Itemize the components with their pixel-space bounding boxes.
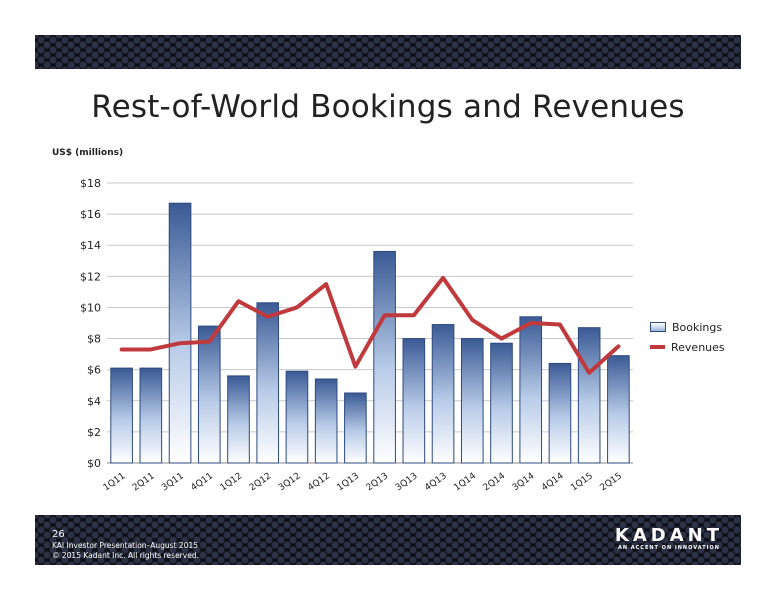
revenues-line — [119, 275, 621, 375]
chart-legend: Bookings Revenues — [650, 317, 725, 357]
bookings-bar — [197, 325, 221, 464]
x-tick-label: 2Q11 — [131, 471, 157, 493]
x-tick-label: 2Q12 — [248, 471, 274, 493]
bookings-bar — [607, 355, 630, 464]
x-tick-label: 3Q13 — [394, 471, 420, 493]
page-number: 26 — [52, 529, 65, 540]
x-tick-label: 2Q15 — [598, 471, 624, 493]
bookings-swatch — [650, 322, 666, 332]
logo-wordmark: KADANT — [614, 525, 723, 546]
bookings-bar — [548, 362, 572, 464]
x-tick-label: 4Q11 — [189, 471, 215, 493]
x-axis-ticks: 1Q11 2Q11 3Q11 4Q11 1Q12 2Q12 3Q12 4Q12 1Q13 2Q13… — [102, 471, 624, 493]
bookings-bar — [344, 392, 367, 464]
y-axis-ticks: $0 $2 $4 $6 $8 $10 $12 $14 $16 $18 — [80, 177, 101, 470]
y-tick-label: $8 — [87, 333, 101, 346]
bookings-bar — [139, 367, 163, 464]
revenues-swatch — [650, 345, 665, 349]
x-tick-label: 4Q12 — [306, 471, 332, 493]
x-tick-label: 1Q13 — [335, 471, 361, 493]
x-tick-label: 2Q14 — [482, 471, 508, 493]
legend-label-bookings: Bookings — [672, 320, 723, 334]
y-tick-label: $14 — [80, 239, 101, 252]
y-tick-label: $18 — [80, 177, 101, 190]
bookings-bar — [373, 250, 396, 464]
x-tick-label: 1Q12 — [219, 471, 245, 493]
x-tick-label: 1Q11 — [102, 471, 128, 493]
slide: Rest-of-World Bookings and Revenues US$ … — [35, 35, 741, 565]
x-tick-label: 3Q11 — [160, 471, 186, 493]
presentation-name: KAI Investor Presentation–August 2015 — [52, 541, 199, 550]
x-tick-label: 1Q15 — [569, 471, 595, 493]
y-tick-label: $10 — [80, 301, 101, 314]
bookings-bar — [460, 338, 484, 464]
bookings-bars — [110, 202, 630, 464]
bookings-bar — [314, 378, 338, 464]
bookings-bar — [402, 338, 426, 464]
legend-item-bookings: Bookings — [650, 317, 725, 337]
x-tick-label: 1Q14 — [452, 471, 478, 493]
bookings-bar — [227, 375, 250, 464]
x-tick-label: 3Q12 — [277, 471, 303, 493]
bookings-revenues-chart: $0$2$4$6$8$10$12$14$16$18 1Q11 2Q11 3Q11 4Q… — [80, 177, 633, 493]
slide-footer: 26 KAI Investor Presentation–August 2015… — [52, 529, 199, 561]
bookings-bar — [168, 202, 192, 464]
bookings-bar — [285, 370, 309, 464]
bookings-bar — [256, 302, 280, 464]
bottom-hex-band — [35, 515, 741, 565]
bookings-bar — [577, 327, 601, 464]
y-tick-label: $16 — [80, 208, 101, 221]
y-tick-label: $4 — [87, 395, 101, 408]
bookings-bar — [519, 316, 543, 464]
y-tick-label: $2 — [87, 426, 101, 439]
top-hex-band — [35, 35, 741, 69]
legend-item-revenues: Revenues — [650, 337, 725, 357]
bookings-bar — [431, 324, 455, 464]
x-tick-label: 3Q14 — [511, 471, 537, 493]
units-label: US$ (millions) — [52, 148, 124, 158]
x-tick-label: 4Q14 — [540, 471, 566, 493]
logo-tagline: AN ACCENT ON INNOVATION — [617, 545, 720, 551]
kadant-logo: KADANT AN ACCENT ON INNOVATION — [615, 527, 723, 552]
y-tick-label: $6 — [87, 364, 101, 377]
y-tick-label: $0 — [87, 457, 101, 470]
bookings-bar — [490, 342, 513, 464]
x-tick-label: 2Q13 — [365, 471, 391, 493]
slide-title: Rest-of-World Bookings and Revenues — [91, 89, 685, 125]
legend-label-revenues: Revenues — [671, 340, 725, 354]
bookings-bar — [110, 367, 133, 464]
x-tick-label: 4Q13 — [423, 471, 449, 493]
y-tick-label: $12 — [80, 270, 101, 283]
revenues-line-group — [119, 275, 621, 375]
copyright-notice: © 2015 Kadant Inc. All rights reserved. — [52, 551, 199, 560]
